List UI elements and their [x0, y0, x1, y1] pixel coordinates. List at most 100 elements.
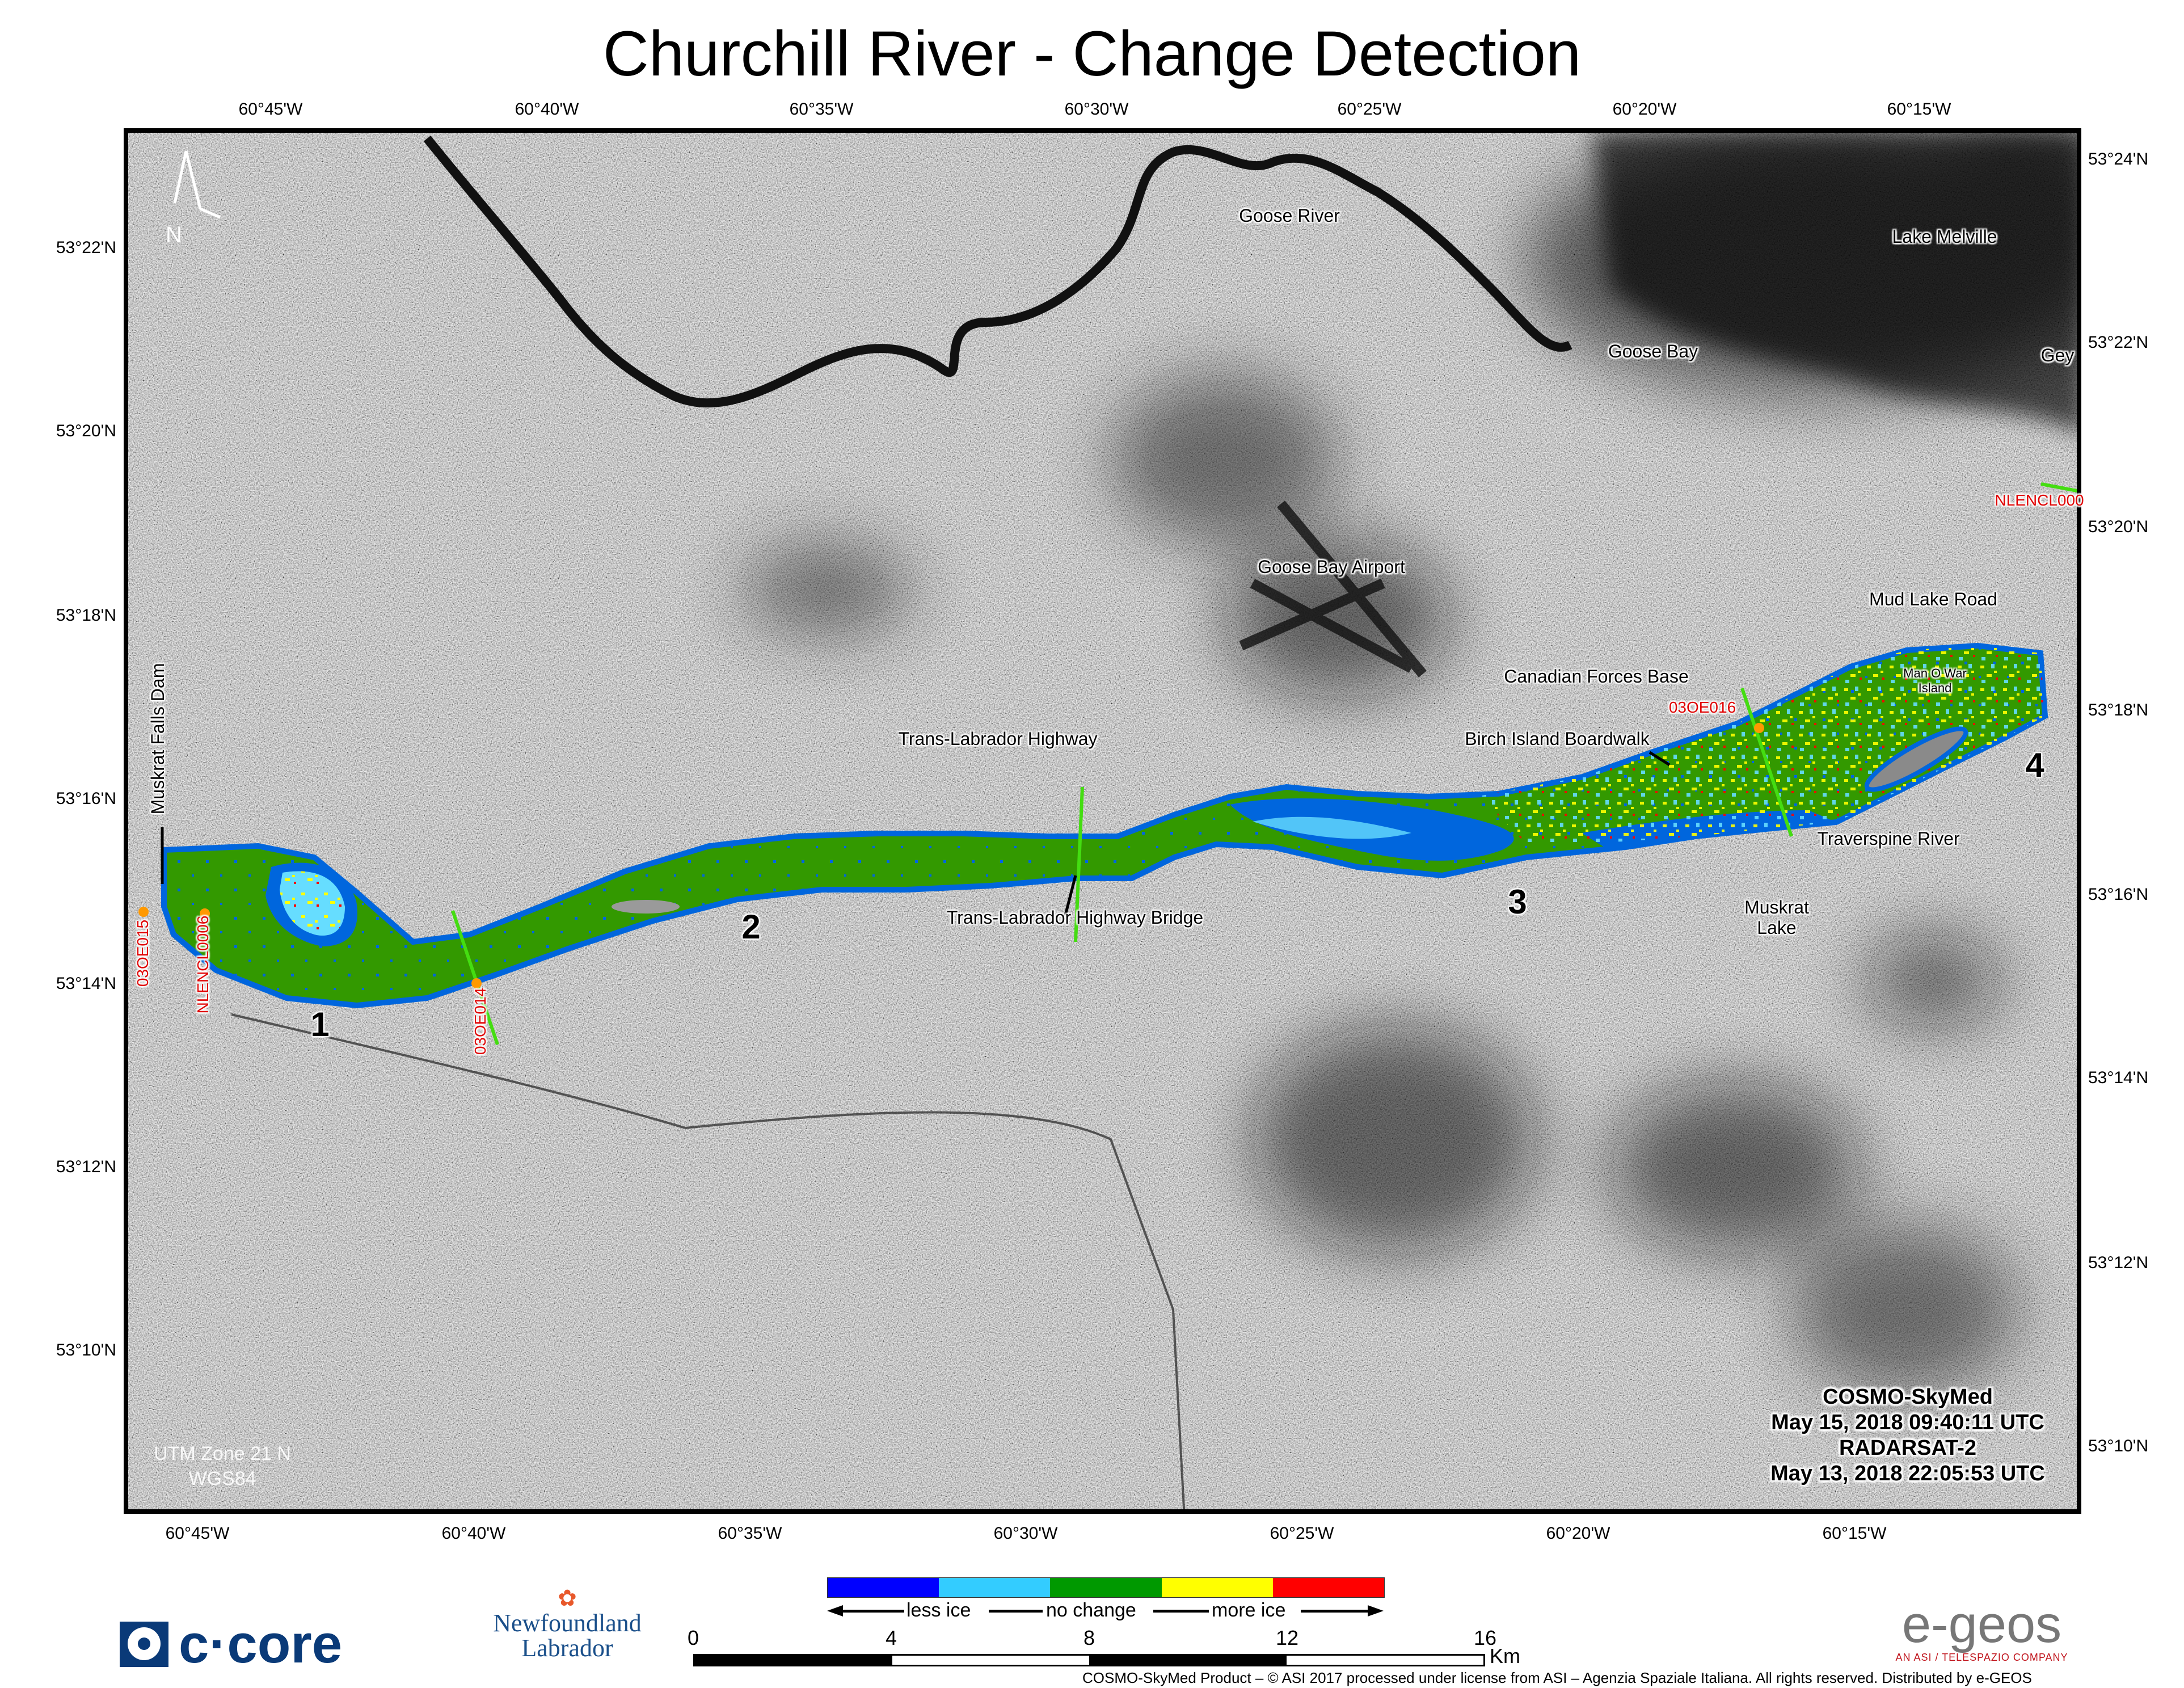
projection-note: UTM Zone 21 N WGS84 [154, 1441, 291, 1491]
label-gey: Gey [2040, 345, 2075, 365]
label-line: Island [1918, 681, 1952, 695]
legend-swatch-less-ice-strong [828, 1578, 939, 1597]
legend-line [989, 1610, 1043, 1613]
station-label: NLENCL0006 [194, 915, 212, 1014]
bottom-tick: 60°45'W [165, 1524, 230, 1543]
station-label: 03OE016 [1668, 698, 1736, 716]
top-tick: 60°25'W [1337, 100, 1402, 119]
ccore-mark-icon [120, 1622, 168, 1667]
left-tick: 53°12'N [56, 1157, 116, 1176]
top-tick: 60°30'W [1064, 100, 1129, 119]
label-man-o-war-island: Man O War Island [1903, 666, 1967, 696]
right-tick: 53°22'N [2088, 333, 2149, 352]
egeos-tagline: AN ASI / TELESPAZIO COMPANY [1895, 1652, 2068, 1663]
legend-swatch-more-ice-strong [1272, 1578, 1385, 1597]
station-label: 03OE015 [134, 919, 151, 987]
scale-tick: 16 [1473, 1626, 1497, 1649]
bottom-tick: 60°30'W [993, 1524, 1058, 1543]
station-label: 03OE014 [471, 987, 489, 1055]
date-2: May 13, 2018 22:05:53 UTC [1770, 1462, 2045, 1485]
left-tick: 53°16'N [56, 789, 116, 808]
station-label: NLENCL000 [1995, 491, 2084, 509]
map-frame[interactable] [124, 128, 2081, 1514]
label-line: Man O War [1903, 666, 1967, 680]
ccore-logo: c·core [120, 1614, 343, 1674]
scale-bar [693, 1654, 1485, 1666]
right-tick: 53°16'N [2088, 885, 2149, 904]
island [612, 900, 680, 914]
scale-tick: 8 [1083, 1626, 1095, 1649]
label-trans-labrador-highway: Trans-Labrador Highway [898, 729, 1098, 749]
label-muskrat-falls-dam: Muskrat Falls Dam [147, 663, 168, 815]
arrow-left-icon [827, 1605, 843, 1617]
section-number: 2 [741, 908, 761, 946]
scale-tick: 0 [687, 1626, 699, 1649]
projection-zone: UTM Zone 21 N [154, 1443, 291, 1464]
legend-swatch-more-ice [1161, 1578, 1273, 1597]
right-tick: 53°24'N [2088, 150, 2149, 169]
label-mud-lake-road: Mud Lake Road [1869, 589, 1997, 609]
legend-more-ice: more ice [1212, 1599, 1286, 1621]
label-goose-river: Goose River [1239, 205, 1340, 226]
leader-lines [161, 751, 1671, 916]
newfoundland-labrador-logo: ✿ Newfoundland Labrador [493, 1586, 642, 1661]
top-tick: 60°20'W [1612, 100, 1677, 119]
river-less-ice-specks [164, 646, 2045, 1005]
egeos-logo: e-geos AN ASI / TELESPAZIO COMPANY [1892, 1597, 2071, 1664]
label-goose-bay: Goose Bay [1608, 341, 1698, 361]
projection-datum: WGS84 [188, 1468, 256, 1489]
left-tick: 53°10'N [56, 1341, 116, 1359]
date-1: May 15, 2018 09:40:11 UTC [1771, 1411, 2044, 1434]
scale-tick: 12 [1275, 1626, 1299, 1649]
legend-line [1301, 1610, 1369, 1613]
top-tick: 60°15'W [1887, 100, 1951, 119]
sar-image [128, 133, 2077, 1509]
label-goose-bay-airport: Goose Bay Airport [1258, 557, 1405, 577]
airport-runways [1239, 500, 1427, 677]
sensor-2: RADARSAT-2 [1839, 1436, 1977, 1460]
bottom-tick: 60°35'W [718, 1524, 782, 1543]
island [1864, 726, 1968, 792]
arrow-right-icon [1368, 1605, 1384, 1617]
left-tick: 53°18'N [56, 606, 116, 625]
nl-wordmark-1: Newfoundland [493, 1609, 642, 1637]
right-tick: 53°20'N [2088, 517, 2149, 536]
left-tick: 53°22'N [56, 238, 116, 257]
section-number: 4 [2025, 746, 2044, 784]
label-trans-labrador-highway-bridge: Trans-Labrador Highway Bridge [946, 907, 1204, 928]
top-tick: 60°35'W [789, 100, 854, 119]
scale-unit: Km [1490, 1644, 1520, 1668]
bottom-tick: 60°20'W [1546, 1524, 1610, 1543]
goose-river [423, 136, 1572, 408]
top-tick: 60°40'W [515, 100, 579, 119]
scale-tick: 4 [885, 1626, 897, 1649]
road [231, 1013, 1186, 1509]
label-line: Muskrat [1744, 897, 1809, 917]
label-muskrat-lake: Muskrat Lake [1744, 897, 1809, 938]
legend-less-ice: less ice [907, 1599, 971, 1621]
label-traverspine-river: Traverspine River [1817, 828, 1960, 849]
egeos-wordmark: e-geos [1901, 1596, 2062, 1653]
legend-labels: less ice no change more ice [827, 1599, 1384, 1622]
left-tick: 53°14'N [56, 974, 116, 993]
label-canadian-forces-base: Canadian Forces Base [1504, 666, 1689, 687]
north-arrow [173, 150, 221, 219]
right-tick: 53°10'N [2088, 1437, 2149, 1455]
section-number: 1 [310, 1005, 330, 1043]
transect-lines [451, 482, 2077, 1045]
legend-swatch-no-change [1050, 1578, 1162, 1597]
legend-no-change: no change [1046, 1599, 1136, 1621]
legend-swatch-less-ice [939, 1578, 1051, 1597]
right-tick: 53°18'N [2088, 701, 2149, 719]
bottom-tick: 60°25'W [1270, 1524, 1334, 1543]
label-lake-melville: Lake Melville [1892, 226, 1997, 247]
lake-melville [1593, 133, 2077, 432]
bottom-tick: 60°15'W [1822, 1524, 1887, 1543]
nl-wordmark-2: Labrador [521, 1634, 613, 1662]
section-number: 3 [1508, 883, 1527, 921]
top-tick: 60°45'W [238, 100, 303, 119]
label-birch-island-boardwalk: Birch Island Boardwalk [1465, 729, 1650, 749]
north-label: N [166, 222, 182, 247]
bottom-tick: 60°40'W [441, 1524, 506, 1543]
ccore-wordmark: c·core [179, 1614, 343, 1674]
